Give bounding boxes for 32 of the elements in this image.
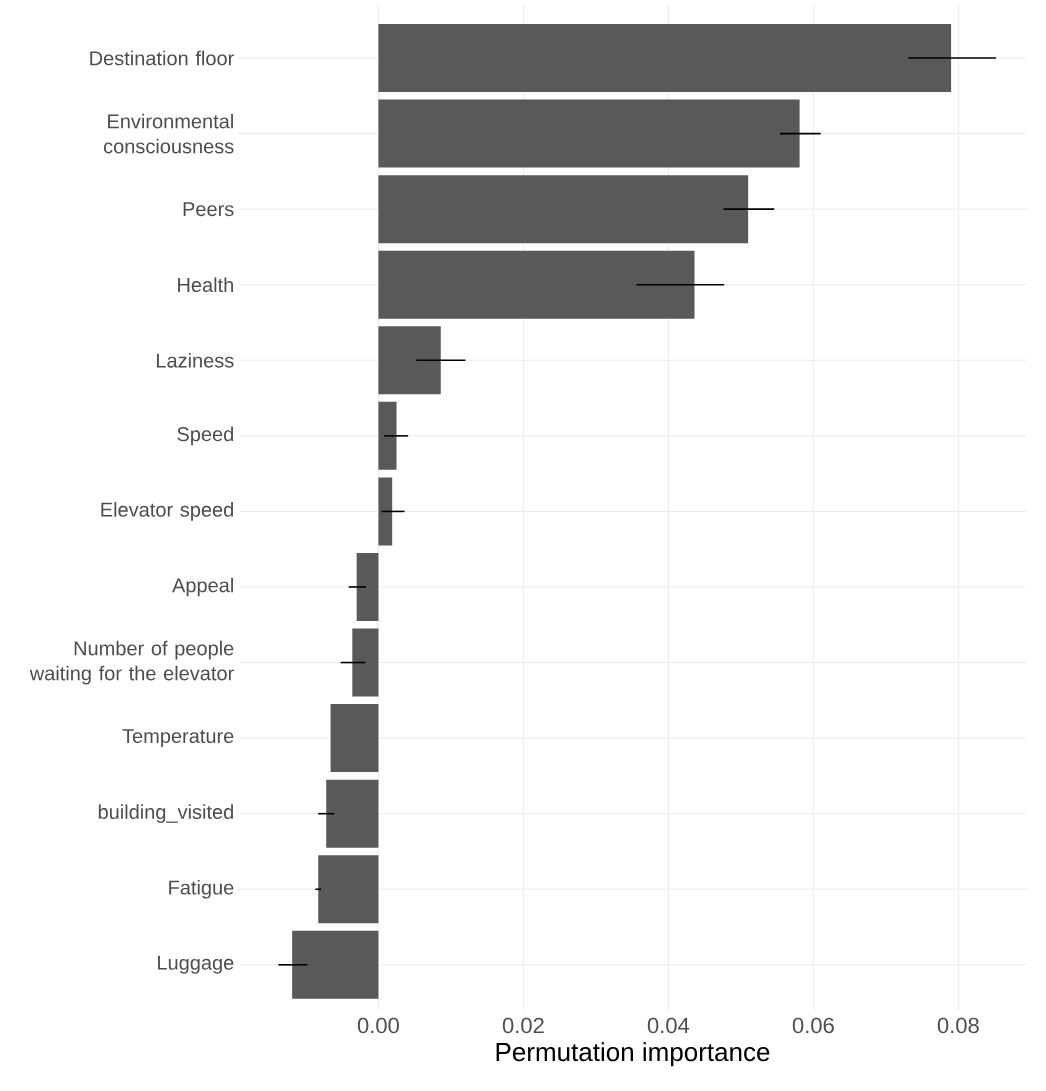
bar [378,99,800,168]
bar [318,855,379,924]
x-tick-label: 0.06 [792,1017,834,1034]
y-tick-label: Speed [177,426,233,446]
x-tick-label: 0.00 [357,1017,399,1034]
y-tick-label: Temperature [122,729,234,748]
bar [378,326,441,395]
y-tick-label: Health [178,277,233,293]
bar [326,779,379,848]
bar [378,401,397,470]
bar [378,250,695,319]
bar [292,930,379,999]
y-tick-label: Destination floor [90,50,234,66]
x-axis-title: Permutation importance [496,1042,770,1067]
bar [352,628,379,697]
x-tick-label: 0.08 [937,1017,979,1034]
bar [378,175,749,244]
bar [378,24,952,93]
y-tick-label: Number of people waiting for the elevator [29,640,234,685]
x-tick-label: 0.04 [647,1017,690,1034]
bar [330,704,379,773]
y-tick-label: building_visited [98,804,233,824]
y-tick-label: Laziness [157,352,234,368]
x-tick-label: 0.02 [502,1017,544,1034]
y-tick-label: Peers [183,202,234,217]
y-tick-label: Fatigue [169,879,234,899]
y-tick-label: Appeal [172,577,233,597]
y-tick-label: Luggage [158,955,234,974]
y-tick-label: Environmental consciousness [103,113,234,154]
bar [378,477,393,546]
y-tick-label: Elevator speed [101,502,233,521]
bar [356,552,379,621]
